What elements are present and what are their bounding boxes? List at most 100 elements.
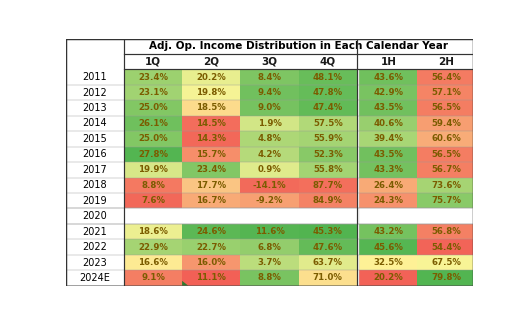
Bar — [359, 224, 418, 239]
Bar — [124, 131, 182, 147]
Text: 84.9%: 84.9% — [313, 196, 343, 205]
Bar — [240, 270, 299, 286]
Bar — [182, 69, 240, 85]
Text: 9.1%: 9.1% — [141, 273, 165, 282]
Text: 47.6%: 47.6% — [312, 243, 343, 252]
Text: 56.8%: 56.8% — [432, 227, 461, 236]
Text: 26.4%: 26.4% — [373, 181, 403, 190]
Bar — [182, 224, 240, 239]
Bar — [299, 69, 357, 85]
Bar — [124, 193, 182, 208]
Bar — [418, 85, 476, 100]
Bar — [357, 69, 359, 286]
Text: 22.9%: 22.9% — [138, 243, 168, 252]
Text: 2014: 2014 — [83, 118, 107, 128]
Bar — [359, 131, 418, 147]
Text: 2012: 2012 — [83, 88, 107, 98]
Bar — [418, 178, 476, 193]
Text: -14.1%: -14.1% — [252, 181, 286, 190]
Text: 75.7%: 75.7% — [432, 196, 462, 205]
Text: 2023: 2023 — [83, 257, 107, 267]
Bar — [299, 116, 357, 131]
Bar — [418, 239, 476, 255]
Text: 24.3%: 24.3% — [373, 196, 403, 205]
Text: 39.4%: 39.4% — [373, 134, 403, 143]
Text: 2013: 2013 — [83, 103, 107, 113]
Bar — [182, 147, 240, 162]
Bar — [124, 224, 182, 239]
Bar — [359, 208, 418, 224]
Bar — [240, 208, 299, 224]
Bar — [299, 224, 357, 239]
Text: 42.9%: 42.9% — [373, 88, 403, 97]
Bar — [182, 270, 240, 286]
Bar — [124, 162, 182, 178]
Bar — [240, 100, 299, 116]
Bar — [240, 224, 299, 239]
Bar — [359, 178, 418, 193]
Text: 56.7%: 56.7% — [432, 165, 461, 174]
Text: 22.7%: 22.7% — [196, 243, 226, 252]
Text: 3Q: 3Q — [261, 56, 278, 67]
Bar — [182, 193, 240, 208]
Bar — [182, 162, 240, 178]
Text: 1H: 1H — [380, 56, 396, 67]
Text: 1.9%: 1.9% — [258, 119, 281, 128]
Text: 45.3%: 45.3% — [313, 227, 343, 236]
Bar — [299, 255, 357, 270]
Text: 16.7%: 16.7% — [196, 196, 226, 205]
Bar — [124, 208, 473, 224]
Bar — [124, 239, 182, 255]
Text: 2019: 2019 — [83, 196, 107, 206]
Text: 4Q: 4Q — [320, 56, 336, 67]
Text: 11.6%: 11.6% — [255, 227, 285, 236]
Bar — [418, 116, 476, 131]
Bar — [299, 270, 357, 286]
Text: -9.2%: -9.2% — [256, 196, 284, 205]
Bar — [418, 193, 476, 208]
Bar — [240, 116, 299, 131]
Bar — [418, 69, 476, 85]
Bar — [124, 255, 182, 270]
Bar — [359, 162, 418, 178]
Bar — [418, 100, 476, 116]
Bar — [359, 85, 418, 100]
Bar — [418, 147, 476, 162]
Bar — [359, 270, 418, 286]
Text: 56.4%: 56.4% — [432, 73, 461, 82]
Bar — [359, 193, 418, 208]
Text: 16.6%: 16.6% — [138, 258, 168, 267]
Text: Adj. Op. Income Distribution in Each Calendar Year: Adj. Op. Income Distribution in Each Cal… — [149, 41, 448, 51]
Bar — [299, 162, 357, 178]
Bar — [182, 131, 240, 147]
Text: 56.5%: 56.5% — [432, 103, 461, 112]
Bar — [418, 270, 476, 286]
Text: 43.3%: 43.3% — [373, 165, 403, 174]
Bar — [182, 85, 240, 100]
Text: 2011: 2011 — [83, 72, 107, 82]
Bar — [124, 147, 182, 162]
Text: 25.0%: 25.0% — [138, 103, 168, 112]
Text: 14.3%: 14.3% — [196, 134, 226, 143]
Bar — [299, 131, 357, 147]
Bar — [240, 193, 299, 208]
Text: 7.6%: 7.6% — [141, 196, 165, 205]
Text: 23.4%: 23.4% — [196, 165, 226, 174]
Bar — [124, 178, 182, 193]
Bar — [299, 178, 357, 193]
Bar — [182, 239, 240, 255]
Text: 14.5%: 14.5% — [196, 119, 226, 128]
Text: 23.4%: 23.4% — [138, 73, 168, 82]
Bar — [299, 100, 357, 116]
Text: 60.6%: 60.6% — [432, 134, 461, 143]
Text: 57.5%: 57.5% — [313, 119, 342, 128]
Text: 73.6%: 73.6% — [432, 181, 462, 190]
Text: 2024E: 2024E — [79, 273, 110, 283]
Bar — [359, 239, 418, 255]
Text: 25.0%: 25.0% — [138, 134, 168, 143]
Bar — [124, 116, 182, 131]
Bar — [240, 178, 299, 193]
Text: 27.8%: 27.8% — [138, 150, 168, 159]
Text: 47.8%: 47.8% — [312, 88, 343, 97]
Text: 20.2%: 20.2% — [196, 73, 226, 82]
